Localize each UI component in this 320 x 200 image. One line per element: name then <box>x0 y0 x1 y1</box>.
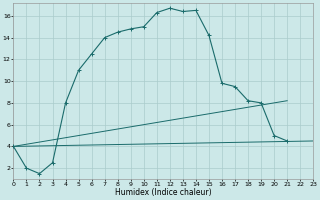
X-axis label: Humidex (Indice chaleur): Humidex (Indice chaleur) <box>115 188 212 197</box>
